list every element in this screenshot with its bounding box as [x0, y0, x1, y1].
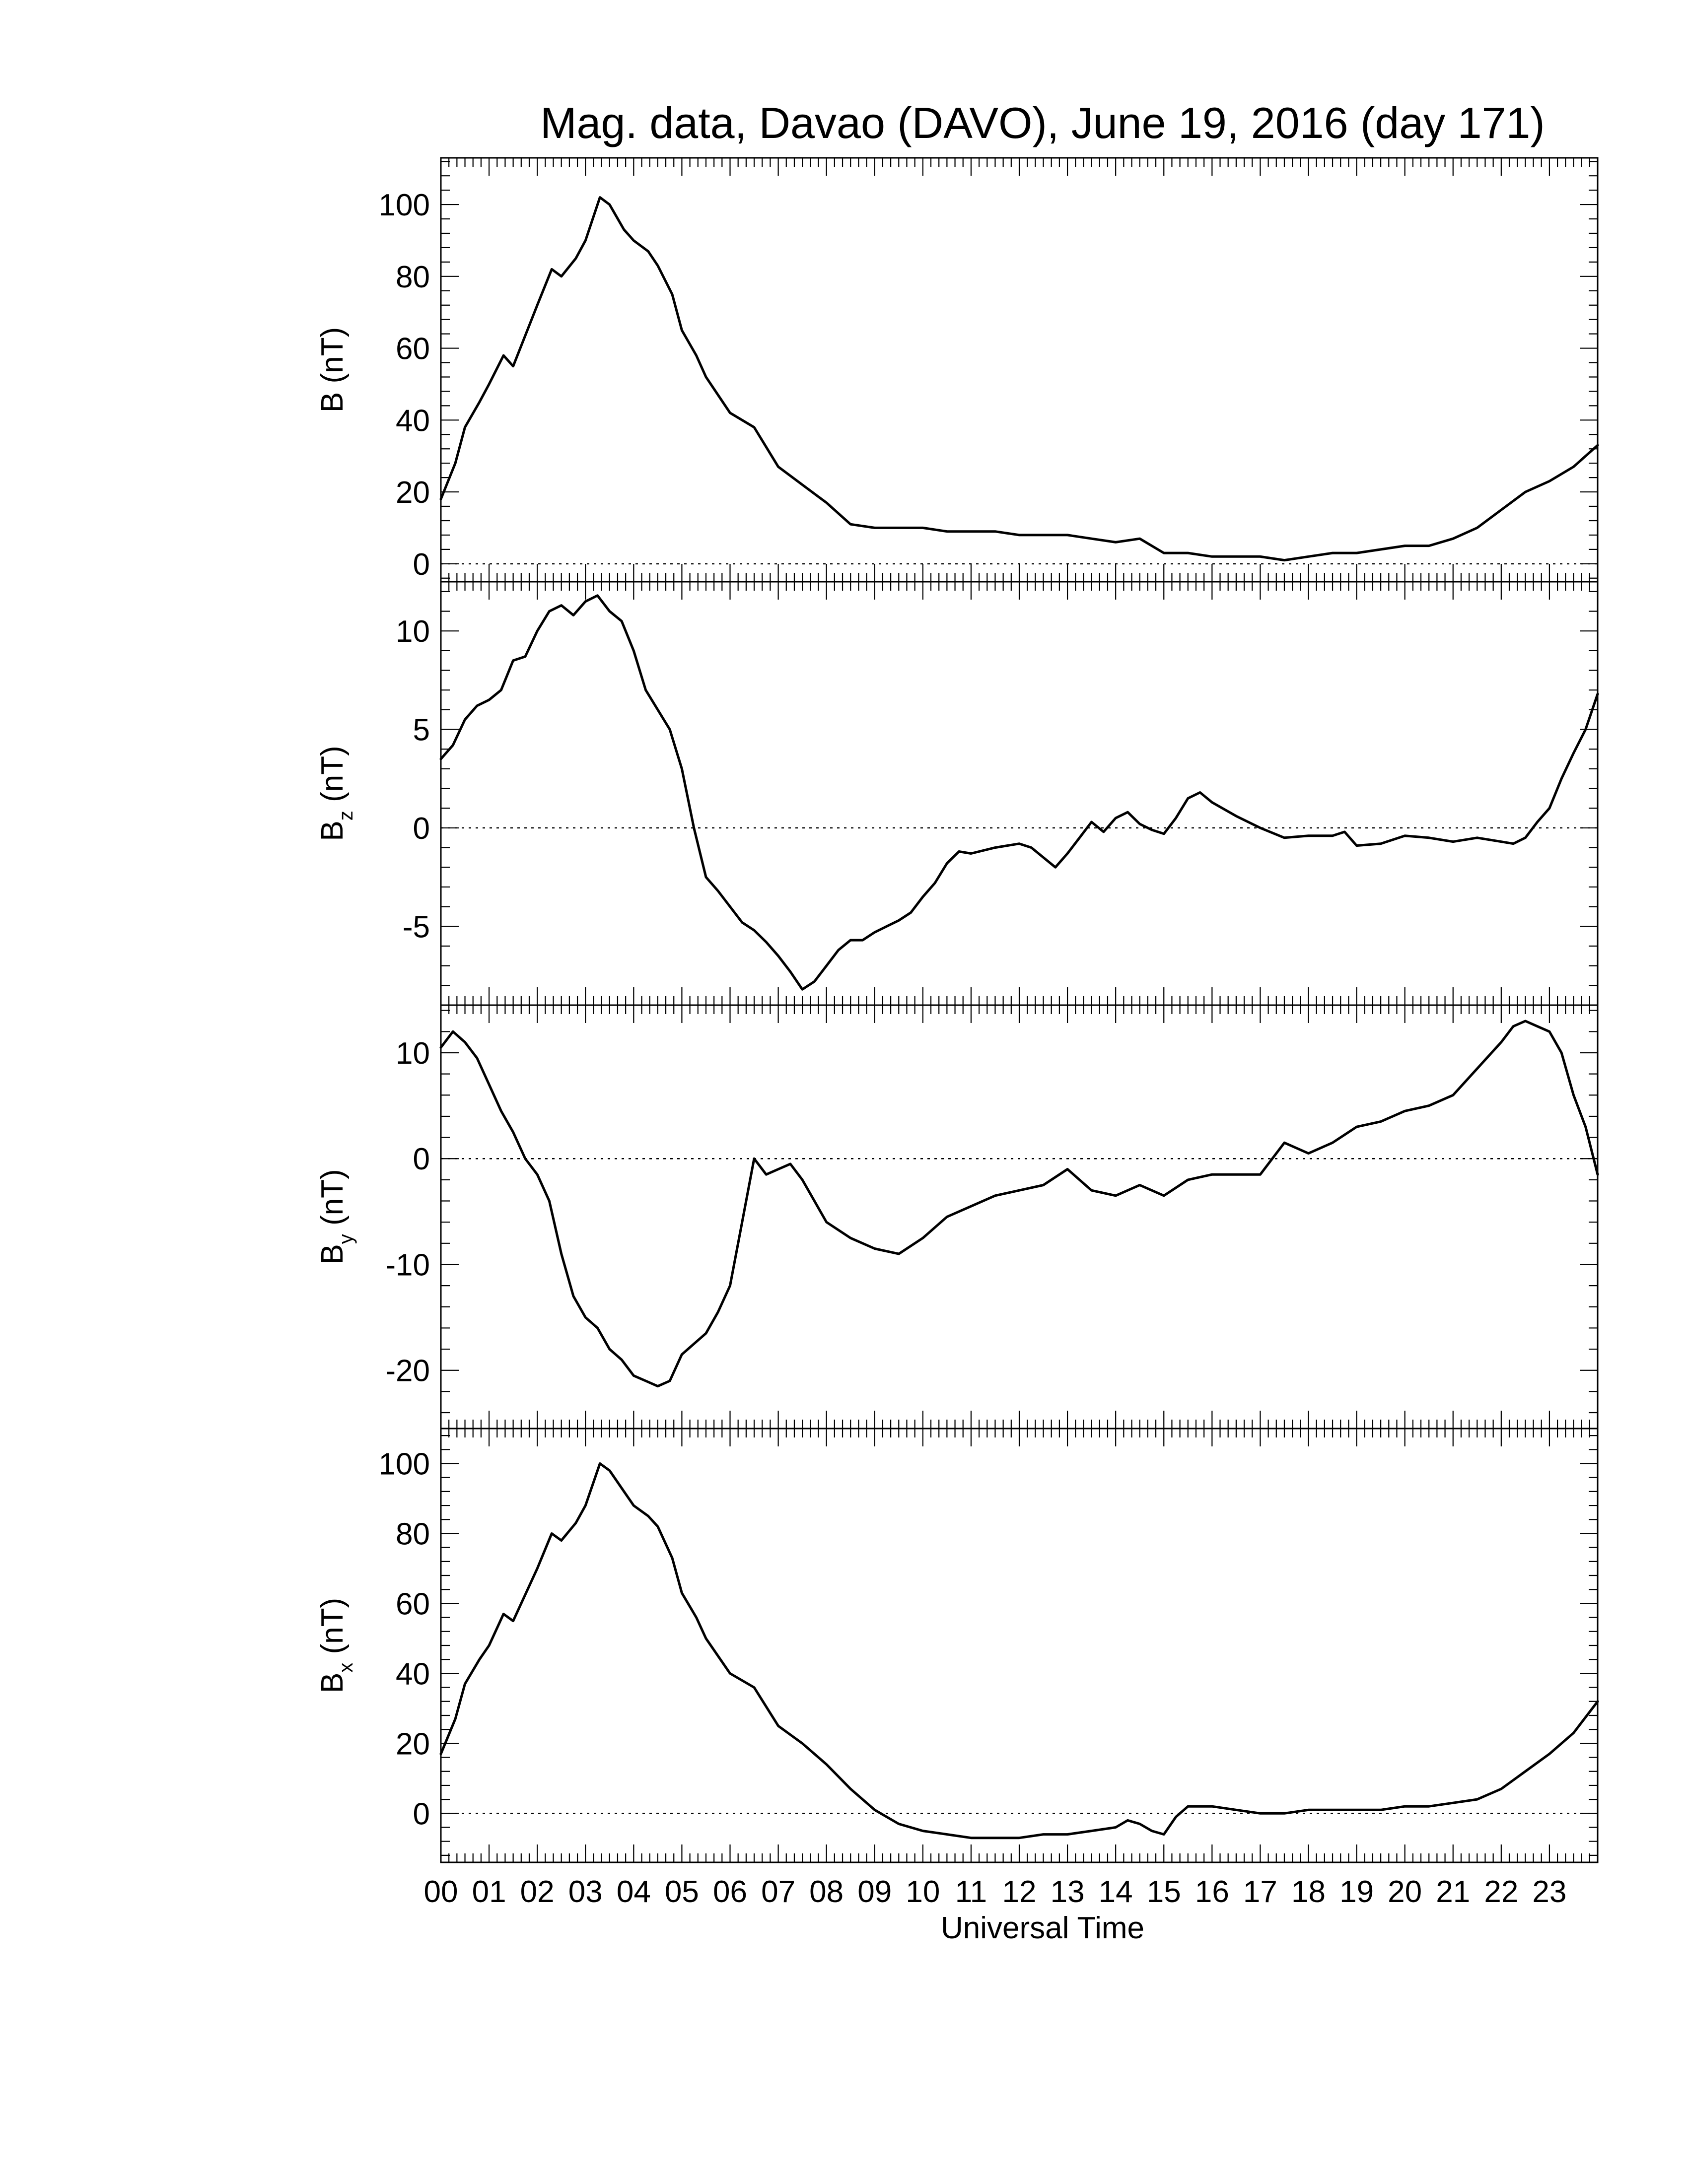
y-tick-label: 5 — [413, 713, 430, 748]
series-line-3 — [439, 1020, 1599, 1388]
y-tick-label: 0 — [413, 547, 430, 582]
panel-frame — [440, 157, 1599, 583]
panel-frame — [440, 1428, 1599, 1863]
x-tick-label: 16 — [1195, 1875, 1229, 1909]
y-tick-label: 10 — [396, 1036, 430, 1071]
y-tick-label: 20 — [396, 476, 430, 510]
panel-2: -5 0 5 10 Bz (nT) — [315, 581, 1599, 1006]
y-axis-label: B (nT) — [315, 327, 350, 412]
x-tick-label: 10 — [906, 1875, 940, 1909]
x-tick-label: 18 — [1291, 1875, 1326, 1909]
y-tick-label: 40 — [396, 404, 430, 438]
x-tick-label: 05 — [665, 1875, 699, 1909]
x-axis-label: Universal Time — [941, 1911, 1144, 1945]
x-tick-label: 04 — [617, 1875, 651, 1909]
x-tick-label: 13 — [1051, 1875, 1085, 1909]
y-tick-label: 100 — [379, 1447, 430, 1481]
x-tick-label: 22 — [1484, 1875, 1518, 1909]
y-tick-label: 0 — [413, 1797, 430, 1831]
panel-4: 0 20 40 60 80 100 Bx (nT) — [315, 1428, 1599, 1863]
x-tick-label: 03 — [568, 1875, 603, 1909]
y-tick-label: 0 — [413, 812, 430, 846]
chart-title: Mag. data, Davao (DAVO), June 19, 2016 (… — [540, 98, 1545, 147]
x-tick-labels: 00 01 02 03 04 05 06 07 08 09 10 11 12 13 14 15 16 17 18 19… — [424, 1875, 1567, 1909]
x-tick-label: 01 — [472, 1875, 506, 1909]
y-axis-label: By (nT) — [315, 1169, 357, 1264]
y-axis-label: Bz (nT) — [315, 746, 357, 841]
x-tick-label: 06 — [713, 1875, 747, 1909]
y-tick-label: 100 — [379, 188, 430, 222]
panel-3: -20 -10 0 10 By (nT) — [315, 1004, 1599, 1430]
panel-frame — [440, 1004, 1599, 1430]
y-tick-label: -10 — [385, 1248, 430, 1282]
y-tick-label: 60 — [396, 332, 430, 366]
panel-1: 0 20 40 60 80 100 B (nT) — [315, 157, 1599, 583]
series-line-2 — [439, 594, 1599, 991]
x-tick-label: 00 — [424, 1875, 458, 1909]
x-tick-label: 15 — [1147, 1875, 1181, 1909]
x-tick-label: 23 — [1532, 1875, 1566, 1909]
y-tick-label: 40 — [396, 1657, 430, 1691]
y-tick-label: -20 — [385, 1354, 430, 1388]
y-tick-label: 0 — [413, 1142, 430, 1176]
y-tick-label: 80 — [396, 1517, 430, 1551]
x-tick-label: 12 — [1002, 1875, 1037, 1909]
y-tick-label: 80 — [396, 260, 430, 294]
x-tick-label: 17 — [1243, 1875, 1277, 1909]
x-tick-label: 07 — [761, 1875, 795, 1909]
panel-frame — [440, 581, 1599, 1006]
x-tick-label: 02 — [520, 1875, 555, 1909]
x-tick-label: 11 — [955, 1875, 987, 1909]
series-line-1 — [439, 196, 1599, 562]
x-tick-label: 21 — [1436, 1875, 1470, 1909]
y-tick-label: 10 — [396, 614, 430, 649]
x-tick-label: 09 — [857, 1875, 892, 1909]
y-tick-label: -5 — [403, 910, 430, 944]
x-tick-label: 19 — [1339, 1875, 1374, 1909]
x-tick-label: 14 — [1099, 1875, 1133, 1909]
y-axis-label: Bx (nT) — [315, 1598, 357, 1693]
x-tick-label: 20 — [1388, 1875, 1422, 1909]
y-tick-label: 20 — [396, 1727, 430, 1761]
x-tick-label: 08 — [809, 1875, 844, 1909]
y-tick-label: 60 — [396, 1587, 430, 1621]
series-line-4 — [439, 1462, 1599, 1840]
